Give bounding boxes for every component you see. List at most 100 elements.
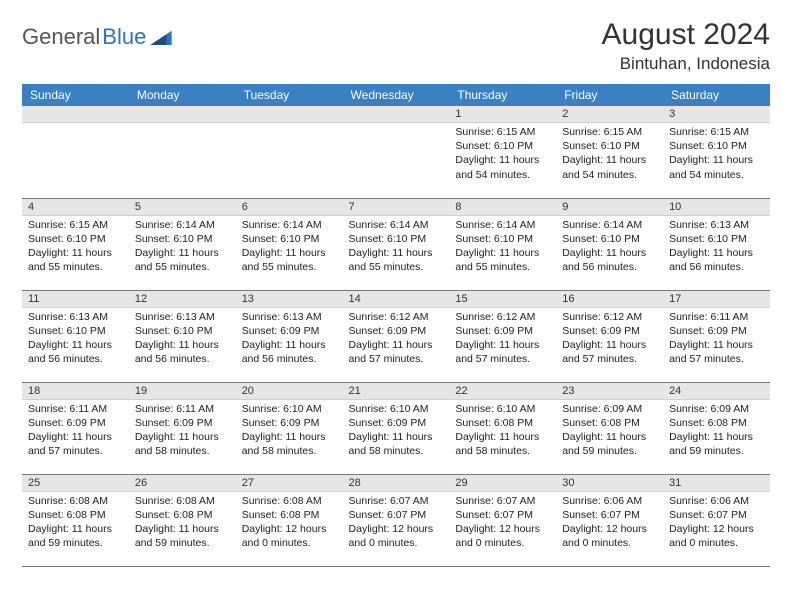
- weekday-header-row: Sunday Monday Tuesday Wednesday Thursday…: [22, 84, 770, 106]
- day-detail: Sunrise: 6:09 AMSunset: 6:08 PMDaylight:…: [556, 400, 663, 461]
- daylight-text: Daylight: 12 hours and 0 minutes.: [562, 522, 657, 550]
- sunset-text: Sunset: 6:10 PM: [562, 139, 657, 153]
- logo-text-blue: Blue: [102, 24, 146, 50]
- sunset-text: Sunset: 6:08 PM: [135, 508, 230, 522]
- calendar-week-row: 1Sunrise: 6:15 AMSunset: 6:10 PMDaylight…: [22, 106, 770, 198]
- calendar-day-cell: 5Sunrise: 6:14 AMSunset: 6:10 PMDaylight…: [129, 198, 236, 290]
- daylight-text: Daylight: 11 hours and 56 minutes.: [562, 246, 657, 274]
- daylight-text: Daylight: 11 hours and 58 minutes.: [349, 430, 444, 458]
- calendar-day-cell: 30Sunrise: 6:06 AMSunset: 6:07 PMDayligh…: [556, 474, 663, 566]
- sunset-text: Sunset: 6:08 PM: [669, 416, 764, 430]
- day-detail: Sunrise: 6:15 AMSunset: 6:10 PMDaylight:…: [22, 216, 129, 277]
- calendar-week-row: 4Sunrise: 6:15 AMSunset: 6:10 PMDaylight…: [22, 198, 770, 290]
- daylight-text: Daylight: 11 hours and 57 minutes.: [669, 338, 764, 366]
- dow-saturday: Saturday: [663, 84, 770, 106]
- sunrise-text: Sunrise: 6:11 AM: [28, 402, 123, 416]
- sunrise-text: Sunrise: 6:12 AM: [455, 310, 550, 324]
- day-number: 15: [449, 291, 556, 308]
- daylight-text: Daylight: 11 hours and 59 minutes.: [135, 522, 230, 550]
- day-detail: Sunrise: 6:12 AMSunset: 6:09 PMDaylight:…: [556, 308, 663, 369]
- sunset-text: Sunset: 6:10 PM: [135, 232, 230, 246]
- calendar-day-cell: 25Sunrise: 6:08 AMSunset: 6:08 PMDayligh…: [22, 474, 129, 566]
- sunrise-text: Sunrise: 6:14 AM: [455, 218, 550, 232]
- sunset-text: Sunset: 6:09 PM: [135, 416, 230, 430]
- sunset-text: Sunset: 6:09 PM: [242, 416, 337, 430]
- day-number: 23: [556, 383, 663, 400]
- sunrise-text: Sunrise: 6:09 AM: [562, 402, 657, 416]
- calendar-week-row: 25Sunrise: 6:08 AMSunset: 6:08 PMDayligh…: [22, 474, 770, 566]
- calendar-day-cell: 13Sunrise: 6:13 AMSunset: 6:09 PMDayligh…: [236, 290, 343, 382]
- daylight-text: Daylight: 11 hours and 56 minutes.: [135, 338, 230, 366]
- sunset-text: Sunset: 6:08 PM: [242, 508, 337, 522]
- calendar-day-cell: 21Sunrise: 6:10 AMSunset: 6:09 PMDayligh…: [343, 382, 450, 474]
- day-number: 26: [129, 475, 236, 492]
- sunrise-text: Sunrise: 6:10 AM: [242, 402, 337, 416]
- dow-tuesday: Tuesday: [236, 84, 343, 106]
- calendar-day-cell: 14Sunrise: 6:12 AMSunset: 6:09 PMDayligh…: [343, 290, 450, 382]
- day-number: [22, 106, 129, 123]
- day-number: 19: [129, 383, 236, 400]
- sunrise-text: Sunrise: 6:15 AM: [669, 125, 764, 139]
- sunrise-text: Sunrise: 6:13 AM: [669, 218, 764, 232]
- calendar-day-cell: [343, 106, 450, 198]
- dow-monday: Monday: [129, 84, 236, 106]
- logo-text-general: General: [22, 24, 100, 50]
- day-number: 30: [556, 475, 663, 492]
- sunset-text: Sunset: 6:09 PM: [669, 324, 764, 338]
- title-block: August 2024 Bintuhan, Indonesia: [602, 18, 770, 74]
- day-number: 29: [449, 475, 556, 492]
- day-number: 6: [236, 199, 343, 216]
- sunrise-text: Sunrise: 6:08 AM: [242, 494, 337, 508]
- dow-wednesday: Wednesday: [343, 84, 450, 106]
- day-detail: Sunrise: 6:13 AMSunset: 6:10 PMDaylight:…: [663, 216, 770, 277]
- day-number: [236, 106, 343, 123]
- day-detail: Sunrise: 6:13 AMSunset: 6:10 PMDaylight:…: [129, 308, 236, 369]
- sunset-text: Sunset: 6:10 PM: [562, 232, 657, 246]
- day-detail: Sunrise: 6:08 AMSunset: 6:08 PMDaylight:…: [236, 492, 343, 553]
- location-label: Bintuhan, Indonesia: [602, 54, 770, 74]
- sunset-text: Sunset: 6:09 PM: [242, 324, 337, 338]
- sunset-text: Sunset: 6:07 PM: [669, 508, 764, 522]
- day-detail: Sunrise: 6:11 AMSunset: 6:09 PMDaylight:…: [129, 400, 236, 461]
- calendar-day-cell: 16Sunrise: 6:12 AMSunset: 6:09 PMDayligh…: [556, 290, 663, 382]
- sunset-text: Sunset: 6:10 PM: [135, 324, 230, 338]
- day-number: 20: [236, 383, 343, 400]
- day-detail: Sunrise: 6:10 AMSunset: 6:09 PMDaylight:…: [236, 400, 343, 461]
- calendar-day-cell: 17Sunrise: 6:11 AMSunset: 6:09 PMDayligh…: [663, 290, 770, 382]
- daylight-text: Daylight: 11 hours and 54 minutes.: [562, 153, 657, 181]
- day-number: 16: [556, 291, 663, 308]
- day-detail: Sunrise: 6:11 AMSunset: 6:09 PMDaylight:…: [22, 400, 129, 461]
- calendar-day-cell: 9Sunrise: 6:14 AMSunset: 6:10 PMDaylight…: [556, 198, 663, 290]
- sunset-text: Sunset: 6:10 PM: [669, 232, 764, 246]
- daylight-text: Daylight: 11 hours and 57 minutes.: [28, 430, 123, 458]
- day-number: 21: [343, 383, 450, 400]
- day-number: 27: [236, 475, 343, 492]
- day-number: [343, 106, 450, 123]
- day-detail: Sunrise: 6:07 AMSunset: 6:07 PMDaylight:…: [343, 492, 450, 553]
- sunset-text: Sunset: 6:10 PM: [455, 139, 550, 153]
- sunset-text: Sunset: 6:10 PM: [349, 232, 444, 246]
- sunset-text: Sunset: 6:08 PM: [28, 508, 123, 522]
- day-detail: Sunrise: 6:14 AMSunset: 6:10 PMDaylight:…: [129, 216, 236, 277]
- sunset-text: Sunset: 6:09 PM: [562, 324, 657, 338]
- day-number: 14: [343, 291, 450, 308]
- day-number: 24: [663, 383, 770, 400]
- daylight-text: Daylight: 11 hours and 56 minutes.: [28, 338, 123, 366]
- day-detail: Sunrise: 6:14 AMSunset: 6:10 PMDaylight:…: [556, 216, 663, 277]
- calendar-day-cell: 3Sunrise: 6:15 AMSunset: 6:10 PMDaylight…: [663, 106, 770, 198]
- daylight-text: Daylight: 12 hours and 0 minutes.: [669, 522, 764, 550]
- sunset-text: Sunset: 6:07 PM: [455, 508, 550, 522]
- calendar-table: Sunday Monday Tuesday Wednesday Thursday…: [22, 84, 770, 567]
- sunrise-text: Sunrise: 6:14 AM: [349, 218, 444, 232]
- sunrise-text: Sunrise: 6:10 AM: [349, 402, 444, 416]
- calendar-day-cell: 10Sunrise: 6:13 AMSunset: 6:10 PMDayligh…: [663, 198, 770, 290]
- day-number: 2: [556, 106, 663, 123]
- day-number: 28: [343, 475, 450, 492]
- daylight-text: Daylight: 12 hours and 0 minutes.: [349, 522, 444, 550]
- day-number: 10: [663, 199, 770, 216]
- calendar-day-cell: 15Sunrise: 6:12 AMSunset: 6:09 PMDayligh…: [449, 290, 556, 382]
- day-detail: Sunrise: 6:07 AMSunset: 6:07 PMDaylight:…: [449, 492, 556, 553]
- sunrise-text: Sunrise: 6:07 AM: [455, 494, 550, 508]
- sunset-text: Sunset: 6:10 PM: [455, 232, 550, 246]
- calendar-week-row: 18Sunrise: 6:11 AMSunset: 6:09 PMDayligh…: [22, 382, 770, 474]
